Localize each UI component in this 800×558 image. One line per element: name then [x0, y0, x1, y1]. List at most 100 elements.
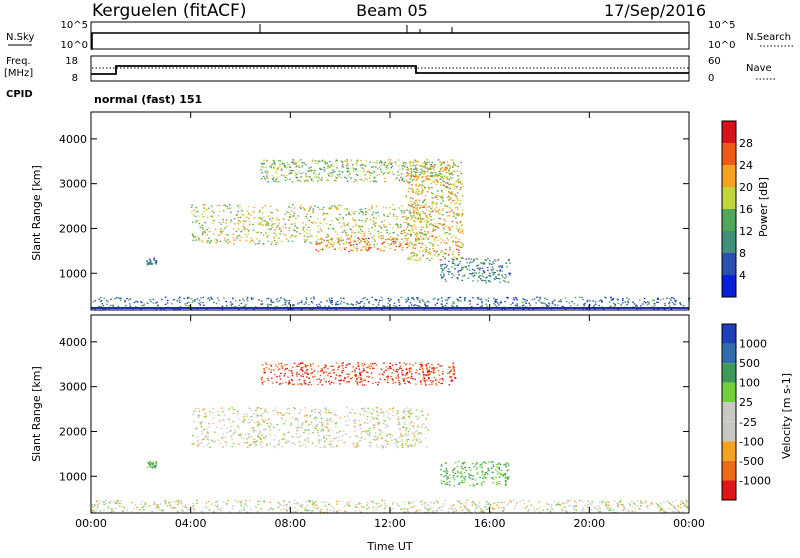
- scatter-cell: [477, 472, 479, 473]
- nave-right-tick-bottom: 0: [708, 73, 714, 84]
- scatter-cell: [283, 435, 285, 436]
- scatter-cell: [309, 242, 311, 243]
- scatter-cell: [452, 470, 454, 471]
- scatter-cell: [285, 235, 287, 236]
- scatter-cell: [551, 507, 553, 508]
- scatter-cell: [254, 439, 256, 440]
- scatter-cell: [337, 301, 339, 302]
- scatter-cell: [343, 431, 345, 432]
- scatter-cell: [223, 205, 225, 206]
- scatter-cell: [429, 251, 431, 252]
- scatter-cell: [453, 468, 455, 469]
- scatter-cell: [589, 300, 591, 301]
- scatter-cell: [167, 302, 169, 303]
- scatter-cell: [217, 297, 219, 298]
- scatter-cell: [454, 203, 456, 204]
- scatter-cell: [381, 500, 383, 501]
- scatter-cell: [452, 368, 454, 369]
- scatter-cell: [271, 225, 273, 226]
- scatter-cell: [385, 172, 387, 173]
- scatter-cell: [267, 224, 269, 225]
- scatter-cell: [109, 502, 111, 503]
- scatter-cell: [562, 510, 564, 511]
- scatter-cell: [238, 443, 240, 444]
- scatter-cell: [389, 233, 391, 234]
- scatter-cell: [452, 261, 454, 262]
- scatter-cell: [360, 240, 362, 241]
- scatter-cell: [418, 305, 420, 306]
- scatter-cell: [305, 508, 307, 509]
- scatter-cell: [432, 210, 434, 211]
- scatter-cell: [405, 364, 407, 365]
- scatter-cell: [462, 258, 464, 259]
- scatter-cell: [365, 247, 367, 248]
- scatter-cell: [413, 305, 415, 306]
- scatter-cell: [378, 424, 380, 425]
- scatter-cell: [476, 505, 478, 506]
- scatter-cell: [285, 165, 287, 166]
- scatter-cell: [622, 302, 624, 303]
- scatter-cell: [583, 305, 585, 306]
- scatter-cell: [269, 443, 271, 444]
- scatter-cell: [325, 447, 327, 448]
- scatter-cell: [510, 304, 512, 305]
- scatter-cell: [387, 168, 389, 169]
- scatter-cell: [220, 229, 222, 230]
- scatter-cell: [492, 461, 494, 462]
- scatter-cell: [281, 162, 283, 163]
- scatter-cell: [486, 509, 488, 510]
- scatter-cell: [244, 419, 246, 420]
- scatter-cell: [409, 178, 411, 179]
- scatter-cell: [458, 270, 460, 271]
- scatter-cell: [341, 226, 343, 227]
- scatter-cell: [387, 215, 389, 216]
- scatter-cell: [288, 383, 290, 384]
- scatter-cell: [310, 373, 312, 374]
- scatter-cell: [189, 297, 191, 298]
- scatter-cell: [219, 509, 221, 510]
- scatter-cell: [675, 300, 677, 301]
- scatter-cell: [405, 219, 407, 220]
- scatter-cell: [444, 242, 446, 243]
- scatter-cell: [523, 305, 525, 306]
- scatter-cell: [226, 432, 228, 433]
- scatter-cell: [371, 227, 373, 228]
- scatter-cell: [279, 376, 281, 377]
- scatter-cell: [404, 424, 406, 425]
- scatter-cell: [218, 440, 220, 441]
- scatter-cell: [515, 297, 517, 298]
- scatter-cell: [502, 265, 504, 266]
- scatter-cell: [442, 197, 444, 198]
- scatter-cell: [453, 259, 455, 260]
- scatter-cell: [329, 441, 331, 442]
- scatter-cell: [400, 224, 402, 225]
- scatter-cell: [570, 500, 572, 501]
- scatter-cell: [429, 507, 431, 508]
- scatter-cell: [361, 381, 363, 382]
- scatter-cell: [276, 306, 278, 307]
- scatter-cell: [478, 272, 480, 273]
- scatter-cell: [465, 502, 467, 503]
- scatter-cell: [420, 232, 422, 233]
- scatter-cell: [401, 297, 403, 298]
- scatter-cell: [675, 508, 677, 509]
- scatter-cell: [481, 301, 483, 302]
- scatter-cell: [672, 501, 674, 502]
- scatter-cell: [345, 367, 347, 368]
- scatter-cell: [283, 175, 285, 176]
- scatter-cell: [341, 205, 343, 206]
- scatter-cell: [348, 234, 350, 235]
- scatter-cell: [258, 217, 260, 218]
- scatter-cell: [327, 178, 329, 179]
- scatter-cell: [200, 297, 202, 298]
- scatter-cell: [607, 501, 609, 502]
- scatter-cell: [326, 412, 328, 413]
- scatter-cell: [399, 362, 401, 363]
- scatter-cell: [192, 503, 194, 504]
- scatter-cell: [384, 420, 386, 421]
- scatter-cell: [463, 267, 465, 268]
- scatter-cell: [476, 462, 478, 463]
- scatter-cell: [502, 276, 504, 277]
- scatter-cell: [342, 362, 344, 363]
- scatter-cell: [208, 238, 210, 239]
